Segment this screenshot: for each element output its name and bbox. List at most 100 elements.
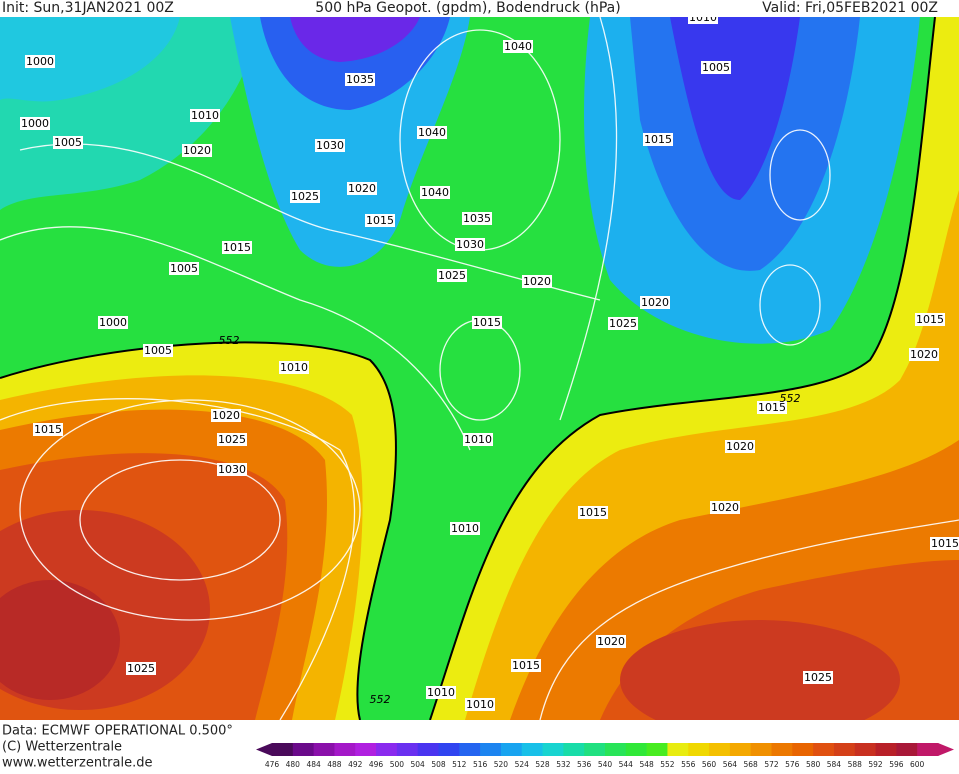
field: 1000 1000 1005 1010 1020 1035 1030 1020 1025 1015… <box>0 11 959 720</box>
isobar-label: 1015 <box>915 313 945 326</box>
isobar-label: 1015 <box>222 241 252 254</box>
label-box <box>279 361 309 374</box>
isobar-label: 1040 <box>417 126 447 139</box>
colorbar-swatch <box>313 743 335 756</box>
isobar-label: 1040 <box>503 40 533 53</box>
label-box <box>222 241 252 254</box>
map-title: 500 hPa Geopot. (gpdm), Bodendruck (hPa) <box>315 0 620 16</box>
colorbar-label: 528 <box>535 760 550 769</box>
label-text: 1010 <box>689 11 717 24</box>
colorbar-arrow-left <box>256 743 272 756</box>
isobar <box>19 399 361 621</box>
field-purple <box>290 17 420 62</box>
isobar <box>19 143 601 301</box>
colorbar-swatch <box>438 743 460 756</box>
isobar-label: 1020 <box>596 635 626 648</box>
label-box <box>915 313 945 326</box>
colorbar-swatch <box>376 743 398 756</box>
isobar-label: 1000 <box>25 55 55 68</box>
colorbar-swatch <box>875 743 897 756</box>
label-text: 1025 <box>218 433 246 446</box>
label-box <box>25 55 55 68</box>
label-text: 1015 <box>223 241 251 254</box>
colorbar-swatch <box>272 743 294 756</box>
label-box <box>182 144 212 157</box>
label-text: 1015 <box>366 214 394 227</box>
label-text: 1020 <box>523 275 551 288</box>
label-text: 1020 <box>726 440 754 453</box>
colorbar-label: 592 <box>868 760 883 769</box>
label-text: 1035 <box>463 212 491 225</box>
isobar-label: 552 <box>370 693 391 706</box>
colorbar-swatch <box>521 743 544 756</box>
label-box <box>909 348 939 361</box>
colorbar-label: 552 <box>660 760 675 769</box>
colorbar-label: 600 <box>910 760 925 769</box>
colorbar-label: 496 <box>369 760 384 769</box>
colorbar-label: 576 <box>785 760 800 769</box>
label-box <box>33 423 63 436</box>
colorbar-label: 488 <box>327 760 342 769</box>
isobar-label: 1010 <box>463 433 493 446</box>
isobar-label: 1005 <box>169 262 199 275</box>
valid-time: Valid: Fri,05FEB2021 00Z <box>762 0 938 16</box>
isobar-label: 1015 <box>511 659 541 672</box>
colorbar-label: 584 <box>827 760 842 769</box>
label-box <box>503 40 533 53</box>
label-text: 552 <box>219 334 240 347</box>
isobar-label: 1010 <box>426 686 456 699</box>
label-box <box>420 186 450 199</box>
label-box <box>596 635 626 648</box>
isobar-label: 1025 <box>437 269 467 282</box>
label-text: 1020 <box>597 635 625 648</box>
label-box <box>465 698 495 711</box>
isobar-label: 1015 <box>33 423 63 436</box>
label-text: 1010 <box>466 698 494 711</box>
label-text: 1015 <box>644 133 672 146</box>
colorbar-label: 544 <box>619 760 634 769</box>
colorbar-swatch <box>813 743 835 756</box>
label-text: 1020 <box>641 296 669 309</box>
colorbar-label: 512 <box>452 760 467 769</box>
label-text: 1000 <box>99 316 127 329</box>
isobar-label: 552 <box>780 392 801 405</box>
label-text: 1000 <box>21 117 49 130</box>
colorbar-label: 540 <box>598 760 613 769</box>
colorbar-swatch <box>355 743 377 756</box>
colorbar-swatch <box>605 743 627 756</box>
isobar-label: 1010 <box>450 522 480 535</box>
label-text: 1010 <box>451 522 479 535</box>
label-box <box>511 659 541 672</box>
isobar-label: 1015 <box>578 506 608 519</box>
label-box <box>463 433 493 446</box>
isobar-label: 1025 <box>803 671 833 684</box>
isobar-label: 1020 <box>640 296 670 309</box>
colorbar-swatch <box>833 743 856 756</box>
label-box <box>578 506 608 519</box>
colorbar-swatch <box>480 743 502 756</box>
colorbar-swatch <box>896 743 918 756</box>
field-darkred-west <box>0 580 120 700</box>
isobar-label: 1015 <box>930 537 959 550</box>
label-box <box>345 73 375 86</box>
colorbar-swatch <box>625 743 648 756</box>
label-text: 1015 <box>931 537 959 550</box>
label-box <box>757 401 787 414</box>
colorbar-label: 560 <box>702 760 717 769</box>
label-box <box>472 316 502 329</box>
isobar <box>79 459 281 581</box>
colorbar-swatch <box>792 743 814 756</box>
colorbar-label: 508 <box>431 760 446 769</box>
label-box <box>437 269 467 282</box>
colorbar-swatch <box>729 743 752 756</box>
isobar-label: 1000 <box>20 117 50 130</box>
isobar-label: 1020 <box>211 409 241 422</box>
colorbar-label: 480 <box>286 760 301 769</box>
colorbar-label: 548 <box>639 760 654 769</box>
label-box <box>450 522 480 535</box>
colorbar-label: 504 <box>411 760 426 769</box>
colorbar-label: 524 <box>515 760 530 769</box>
colorbar-label: 536 <box>577 760 592 769</box>
colorbar-swatch <box>459 743 481 756</box>
